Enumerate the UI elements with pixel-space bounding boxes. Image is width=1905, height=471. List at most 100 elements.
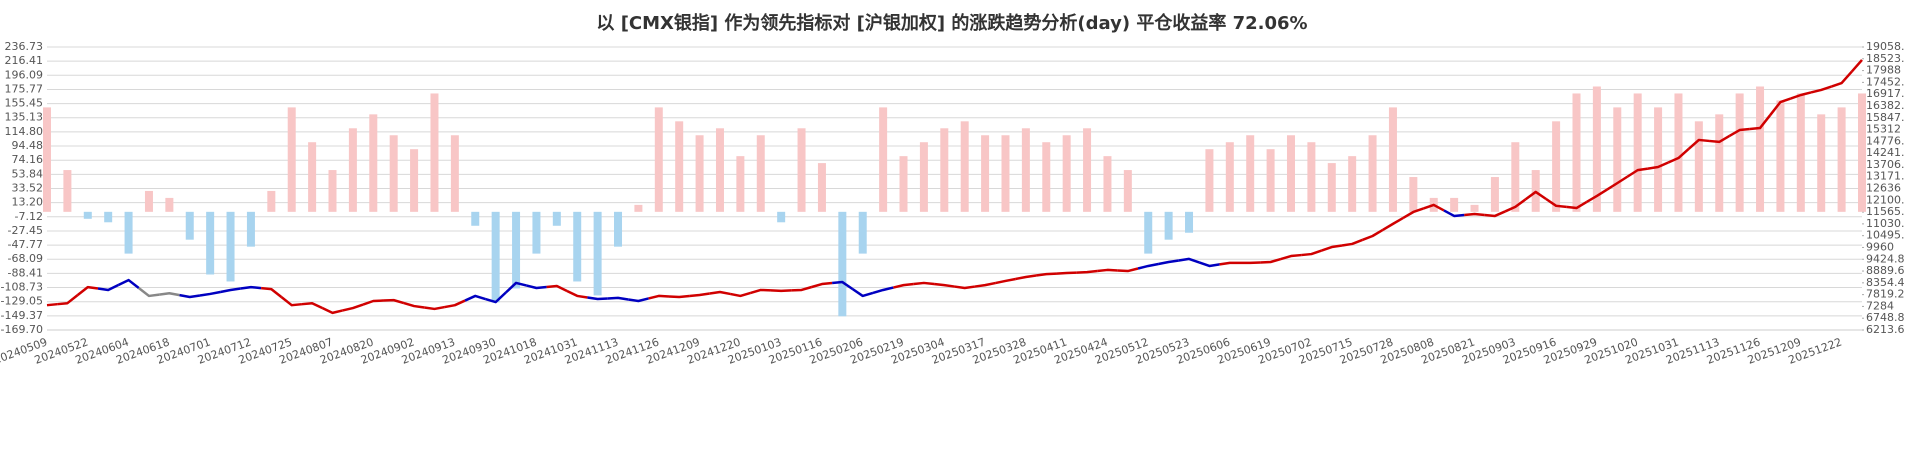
y-tick-label: -169.70 (1, 323, 43, 336)
line-piece (1341, 238, 1363, 247)
line-piece (750, 288, 772, 295)
line-piece (1545, 197, 1567, 209)
line-piece (689, 292, 710, 298)
bar (1592, 86, 1601, 212)
bar (614, 211, 623, 247)
line-piece (362, 299, 384, 306)
line-piece (1687, 138, 1710, 150)
bar (1715, 114, 1724, 212)
bar (348, 128, 357, 212)
bar (1327, 163, 1336, 212)
bar (1144, 211, 1153, 254)
bar (1654, 107, 1663, 212)
bar (430, 93, 439, 212)
y2-tick-label: 17988 (1866, 64, 1901, 77)
line-piece (1158, 259, 1180, 266)
line-piece (464, 294, 486, 302)
y2-tick-label: 6213.6 (1866, 323, 1905, 336)
y-tick-label: 94.48 (12, 139, 44, 152)
bar (43, 107, 51, 212)
bar (858, 211, 867, 254)
line-piece (117, 278, 140, 289)
bar (634, 204, 643, 212)
line-piece (342, 303, 364, 312)
bar (1001, 135, 1010, 212)
line-piece (1769, 97, 1792, 116)
y-tick-label: -129.05 (1, 295, 43, 308)
line-piece (1361, 228, 1384, 242)
line-piece (1035, 272, 1057, 277)
y2-tick-label: 16382.4 (1866, 99, 1905, 112)
y-tick-label: -68.09 (8, 252, 43, 265)
line-piece (1280, 253, 1302, 261)
bar (410, 149, 419, 212)
y2-tick-label: 7284 (1866, 299, 1894, 312)
line-piece (138, 287, 160, 298)
line-piece (424, 305, 445, 311)
bar (1286, 135, 1295, 212)
bar (1042, 142, 1051, 212)
line-piece (1626, 167, 1649, 178)
y2-tick-label: 9960 (1866, 240, 1894, 253)
line-piece (893, 282, 914, 289)
line-piece (729, 291, 751, 298)
y-tick-label: -149.37 (1, 309, 43, 322)
line-piece (1219, 261, 1241, 266)
line-piece (607, 296, 629, 301)
line-piece (444, 299, 466, 309)
y2-tick-label: 19058.4 (1866, 40, 1905, 53)
line-piece (954, 285, 976, 290)
bar (165, 197, 174, 212)
line-piece (46, 302, 58, 307)
line-piece (97, 283, 119, 292)
y2-tick-label: 14241.6 (1866, 146, 1905, 159)
line-piece (504, 281, 527, 294)
bar (715, 128, 724, 212)
bar (63, 170, 72, 212)
line-piece (280, 296, 303, 307)
y2-tick-label: 16917.6 (1866, 87, 1905, 100)
line-piece (709, 290, 731, 296)
line-piece (933, 282, 955, 288)
bar (287, 107, 296, 212)
bar (491, 211, 500, 303)
y-tick-label: -88.41 (8, 266, 43, 279)
line-piece (1647, 161, 1669, 170)
line-piece (811, 281, 833, 289)
bar (797, 128, 806, 212)
bar (1409, 177, 1418, 212)
line-piece (1056, 271, 1077, 275)
bar (940, 128, 949, 212)
chart-title: 以 [CMX银指] 作为领先指标对 [沪银加权] 的涨跌趋势分析(day) 平仓… (596, 12, 1307, 34)
bar (185, 211, 194, 240)
bar (1185, 211, 1194, 233)
line-piece (648, 294, 670, 300)
y2-tick-label: 9424.8 (1866, 252, 1905, 265)
y-tick-label: 155.45 (5, 97, 44, 110)
line-piece (1749, 114, 1772, 131)
line-piece (1076, 269, 1098, 274)
line-piece (301, 301, 323, 310)
line-piece (179, 293, 201, 299)
y-tick-label: 135.13 (5, 111, 44, 124)
bar (1123, 170, 1132, 212)
bar (695, 135, 704, 212)
y-tick-label: -47.77 (8, 238, 43, 251)
y2-tick-label: 10495.2 (1866, 229, 1905, 242)
bar (144, 190, 153, 212)
line-piece (1850, 59, 1863, 73)
line-piece (240, 285, 262, 290)
line-piece (321, 306, 343, 315)
bar (1756, 86, 1765, 212)
bar (226, 211, 235, 282)
y-tick-label: 175.77 (5, 82, 44, 95)
line-piece (525, 284, 547, 290)
bar (552, 211, 561, 226)
bar (1858, 93, 1866, 212)
bar (1633, 93, 1642, 212)
line-piece (261, 286, 283, 299)
line-piece (485, 291, 507, 304)
bar (1062, 135, 1071, 212)
line-piece (57, 294, 79, 306)
